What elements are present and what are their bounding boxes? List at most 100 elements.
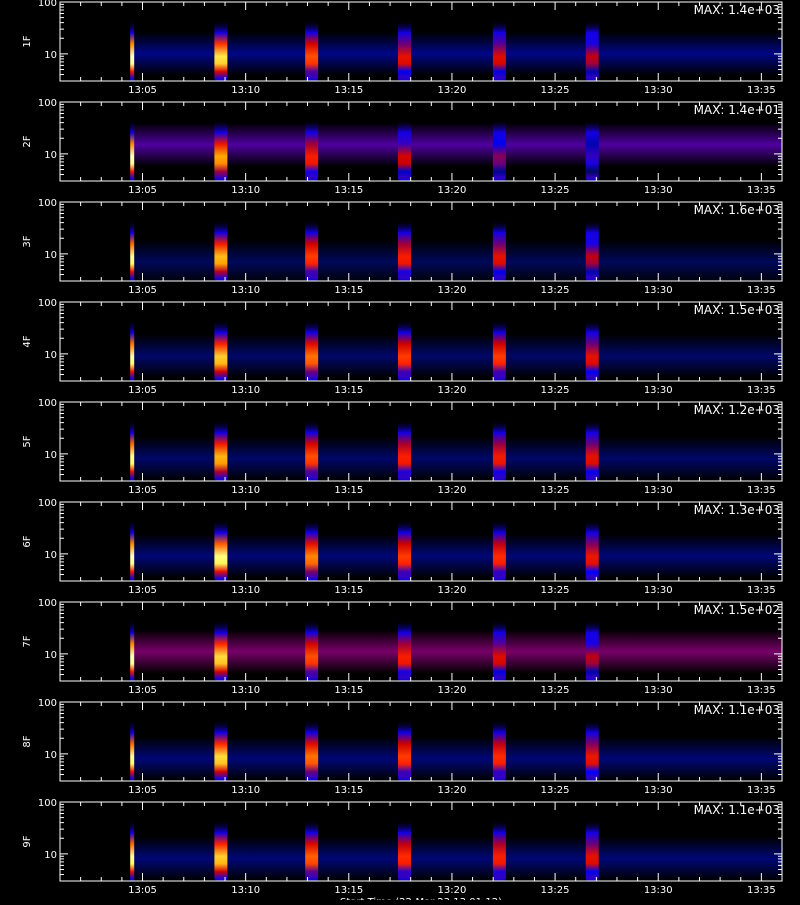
plot-content bbox=[130, 19, 782, 81]
burst-6 bbox=[585, 119, 599, 181]
burst-3 bbox=[305, 319, 319, 381]
burst-1 bbox=[130, 819, 135, 881]
background-band bbox=[132, 239, 782, 281]
x-tick-label: 13:35 bbox=[747, 85, 776, 96]
max-label: MAX: 1.2e+03 bbox=[694, 403, 780, 417]
burst-3 bbox=[305, 719, 319, 781]
max-label: MAX: 1.5e+03 bbox=[694, 303, 780, 317]
x-tick-label: 13:25 bbox=[541, 885, 570, 896]
x-tick-label: 13:05 bbox=[128, 885, 157, 896]
plot-content bbox=[130, 419, 782, 481]
burst-1 bbox=[130, 219, 135, 281]
max-label: MAX: 1.4e+01 bbox=[694, 103, 780, 117]
burst-6 bbox=[585, 719, 599, 781]
max-label: MAX: 1.5e+02 bbox=[694, 603, 780, 617]
burst-5 bbox=[492, 719, 506, 781]
burst-4 bbox=[397, 819, 411, 881]
panel-label: 5F bbox=[22, 435, 33, 447]
y-tick-label: 10 bbox=[44, 650, 57, 661]
burst-6 bbox=[585, 819, 599, 881]
plot-frame bbox=[59, 601, 783, 682]
burst-4 bbox=[397, 119, 411, 181]
plot-content bbox=[130, 119, 782, 181]
burst-3 bbox=[305, 819, 319, 881]
panel-label: 1F bbox=[22, 35, 33, 47]
x-tick-label: 13:05 bbox=[128, 85, 157, 96]
background-band bbox=[132, 736, 782, 781]
plot-content bbox=[130, 519, 782, 581]
x-tick-label: 13:10 bbox=[231, 585, 260, 596]
x-tick-label: 13:35 bbox=[747, 385, 776, 396]
x-tick-label: 13:30 bbox=[644, 285, 673, 296]
panel-1f: 100 10 13:05 13:10 13:15 13:20 13:25 13:30 13:35… bbox=[22, 0, 783, 96]
x-tick-label: 13:05 bbox=[128, 185, 157, 196]
x-tick-label: 13:15 bbox=[334, 785, 363, 796]
y-tick-label: 100 bbox=[38, 598, 57, 609]
burst-2 bbox=[214, 619, 228, 681]
x-tick-label: 13:20 bbox=[438, 785, 467, 796]
burst-6 bbox=[585, 319, 599, 381]
max-label: MAX: 1.1e+03 bbox=[694, 703, 780, 717]
y-tick-label: 10 bbox=[44, 350, 57, 361]
plot-content bbox=[130, 719, 782, 781]
burst-2 bbox=[214, 819, 228, 881]
burst-6 bbox=[585, 619, 599, 681]
y-tick-label: 100 bbox=[38, 98, 57, 109]
x-tick-label: 13:25 bbox=[541, 485, 570, 496]
burst-3 bbox=[305, 19, 319, 81]
x-tick-label: 13:20 bbox=[438, 685, 467, 696]
panel-5f: 100 10 13:05 13:10 13:15 13:20 13:25 13:30 13:35… bbox=[22, 398, 783, 496]
y-tick-label: 100 bbox=[38, 498, 57, 509]
y-tick-label: 100 bbox=[38, 0, 57, 9]
panel-label: 4F bbox=[22, 335, 33, 347]
x-tick-label: 13:15 bbox=[334, 285, 363, 296]
burst-2 bbox=[214, 419, 228, 481]
x-tick-label: 13:30 bbox=[644, 885, 673, 896]
max-label: MAX: 1.3e+03 bbox=[694, 503, 780, 517]
y-tick-label: 10 bbox=[44, 750, 57, 761]
x-tick-label: 13:30 bbox=[644, 85, 673, 96]
x-tick-label: 13:10 bbox=[231, 285, 260, 296]
x-tick-label: 13:15 bbox=[334, 185, 363, 196]
burst-4 bbox=[397, 319, 411, 381]
panel-6f: 100 10 13:05 13:10 13:15 13:20 13:25 13:30 13:35… bbox=[22, 498, 783, 596]
max-label: MAX: 1.1e+03 bbox=[694, 803, 780, 817]
x-tick-label: 13:35 bbox=[747, 685, 776, 696]
burst-1 bbox=[130, 319, 135, 381]
background-band bbox=[132, 836, 782, 881]
background-band bbox=[132, 31, 782, 76]
x-tick-label: 13:15 bbox=[334, 885, 363, 896]
background-band bbox=[132, 629, 782, 674]
x-tick-label: 13:20 bbox=[438, 585, 467, 596]
y-tick-label: 100 bbox=[38, 198, 57, 209]
panel-7f: 100 10 13:05 13:10 13:15 13:20 13:25 13:30 13:35… bbox=[22, 598, 783, 696]
burst-3 bbox=[305, 519, 319, 581]
background-band bbox=[132, 122, 782, 167]
burst-4 bbox=[397, 719, 411, 781]
burst-3 bbox=[305, 619, 319, 681]
y-tick-label: 100 bbox=[38, 698, 57, 709]
y-tick-label: 100 bbox=[38, 798, 57, 809]
x-tick-label: 13:05 bbox=[128, 685, 157, 696]
x-tick-label: 13:10 bbox=[231, 85, 260, 96]
x-tick-label: 13:25 bbox=[541, 385, 570, 396]
burst-4 bbox=[397, 419, 411, 481]
burst-1 bbox=[130, 119, 135, 181]
x-tick-label: 13:10 bbox=[231, 685, 260, 696]
burst-2 bbox=[214, 519, 228, 581]
burst-3 bbox=[305, 119, 319, 181]
burst-4 bbox=[397, 219, 411, 281]
x-tick-label: 13:30 bbox=[644, 385, 673, 396]
x-tick-label: 13:25 bbox=[541, 85, 570, 96]
burst-1 bbox=[130, 719, 135, 781]
y-tick-label: 10 bbox=[44, 850, 57, 861]
x-tick-label: 13:15 bbox=[334, 685, 363, 696]
y-tick-label: 10 bbox=[44, 550, 57, 561]
plot-content bbox=[130, 819, 782, 881]
panel-2f: 100 10 13:05 13:10 13:15 13:20 13:25 13:30 13:35… bbox=[22, 98, 783, 196]
plot-frame bbox=[59, 701, 783, 782]
max-label: MAX: 1.6e+03 bbox=[694, 203, 780, 217]
x-tick-label: 13:05 bbox=[128, 285, 157, 296]
burst-1 bbox=[130, 519, 135, 581]
